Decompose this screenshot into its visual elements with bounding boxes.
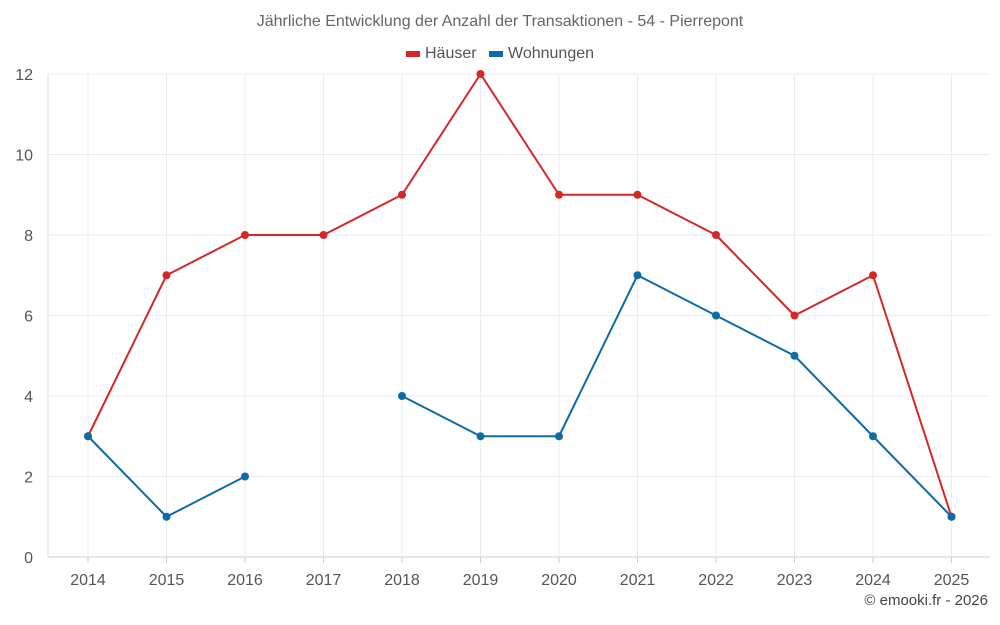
legend-swatch-wohnungen bbox=[489, 51, 504, 57]
y-tick-label: 10 bbox=[15, 148, 33, 165]
data-point-haeuser bbox=[241, 231, 249, 239]
chart-title: Jährliche Entwicklung der Anzahl der Tra… bbox=[256, 13, 744, 30]
x-tick-label: 2021 bbox=[620, 572, 656, 589]
y-tick-label: 2 bbox=[24, 470, 33, 487]
x-tick-label: 2019 bbox=[463, 572, 499, 589]
data-point-wohnungen bbox=[947, 512, 956, 521]
x-tick-label: 2014 bbox=[70, 572, 106, 589]
chart-legend: Häuser Wohnungen bbox=[0, 44, 1000, 63]
x-tick-label: 2018 bbox=[384, 572, 420, 589]
x-tick-label: 2025 bbox=[934, 572, 970, 589]
x-tick-label: 2015 bbox=[149, 572, 185, 589]
data-point-wohnungen bbox=[790, 351, 799, 360]
data-point-wohnungen bbox=[476, 432, 485, 441]
x-tick-label: 2023 bbox=[777, 572, 813, 589]
data-point-wohnungen bbox=[633, 271, 642, 280]
data-point-haeuser bbox=[398, 190, 406, 199]
series-line-haeuser bbox=[87, 73, 953, 518]
data-point-wohnungen bbox=[162, 512, 171, 521]
legend-label-wohnungen: Wohnungen bbox=[508, 45, 595, 62]
legend-item-wohnungen[interactable]: Wohnungen bbox=[489, 45, 594, 63]
credit-text: © emooki.fr - 2026 bbox=[864, 592, 988, 609]
data-point-haeuser bbox=[869, 271, 877, 280]
y-tick-label: 4 bbox=[24, 389, 33, 406]
x-tick-label: 2022 bbox=[698, 572, 734, 589]
data-point-haeuser bbox=[555, 190, 563, 199]
data-point-haeuser bbox=[633, 190, 642, 199]
data-point-wohnungen bbox=[869, 432, 877, 441]
data-point-wohnungen bbox=[241, 472, 249, 481]
y-tick-label: 0 bbox=[24, 550, 33, 567]
data-point-haeuser bbox=[162, 271, 171, 280]
y-tick-label: 8 bbox=[24, 228, 33, 245]
data-point-haeuser bbox=[476, 70, 485, 78]
data-point-haeuser bbox=[712, 231, 720, 239]
legend-swatch-haeuser bbox=[405, 51, 420, 57]
x-tick-label: 2017 bbox=[306, 572, 342, 589]
x-tick-label: 2016 bbox=[227, 572, 263, 589]
data-point-wohnungen bbox=[712, 311, 720, 320]
y-tick-label: 6 bbox=[24, 309, 33, 326]
y-tick-label: 12 bbox=[15, 67, 33, 84]
legend-item-haeuser[interactable]: Häuser bbox=[405, 45, 477, 63]
data-point-wohnungen bbox=[84, 432, 92, 441]
x-tick-label: 2024 bbox=[855, 572, 891, 589]
series-line-wohnungen bbox=[401, 274, 953, 518]
x-tick-label: 2020 bbox=[541, 572, 577, 589]
data-point-haeuser bbox=[790, 311, 799, 320]
data-point-wohnungen bbox=[398, 392, 406, 400]
legend-label-haeuser: Häuser bbox=[424, 45, 477, 62]
data-point-haeuser bbox=[319, 231, 328, 239]
data-point-wohnungen bbox=[555, 432, 563, 441]
